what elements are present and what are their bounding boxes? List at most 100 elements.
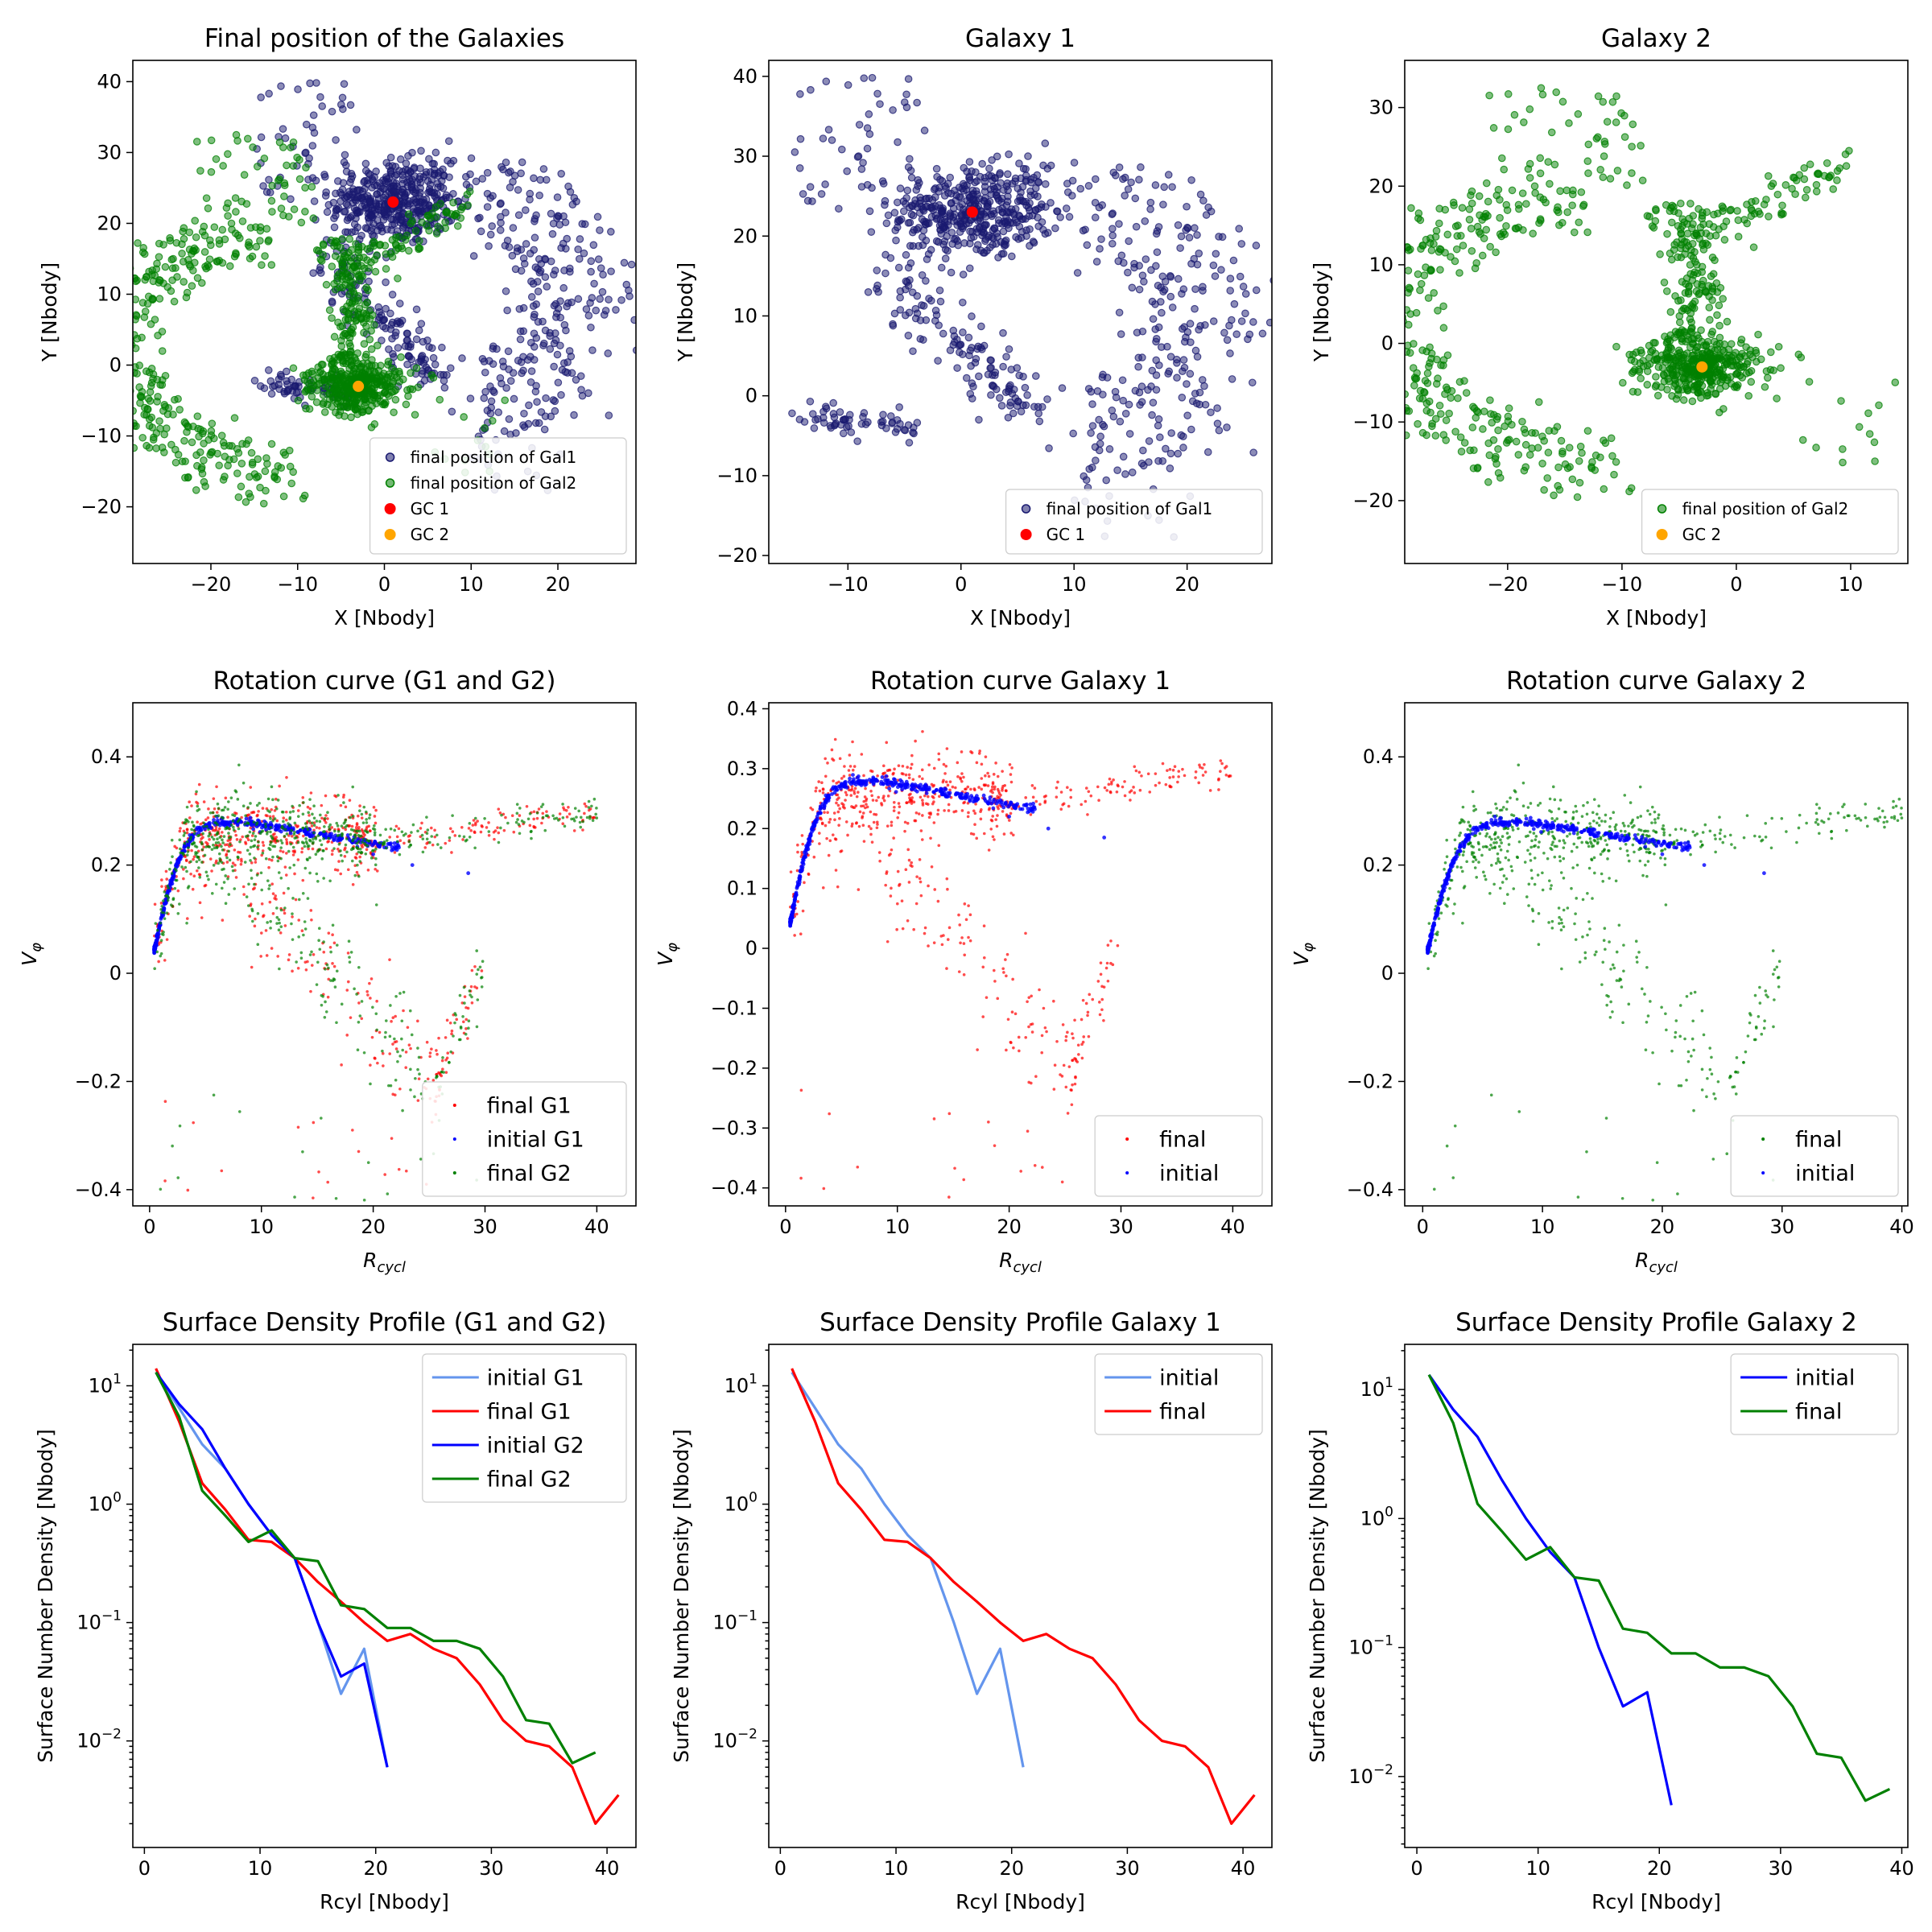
scatter-point — [542, 394, 550, 402]
scatter-point — [175, 846, 179, 850]
scatter-point — [182, 877, 185, 881]
scatter-point — [1397, 357, 1403, 364]
scatter-point — [522, 206, 530, 214]
scatter-point — [452, 209, 460, 218]
scatter-point — [155, 253, 163, 261]
x-tick-label: 20 — [546, 573, 571, 596]
scatter-point — [502, 287, 510, 295]
scatter-point — [1677, 244, 1685, 253]
scatter-point — [361, 204, 370, 213]
scatter-point — [306, 79, 314, 88]
scatter-point — [383, 390, 391, 398]
scatter-point — [986, 243, 994, 252]
scatter-point — [443, 370, 451, 379]
scatter-point — [463, 995, 467, 998]
scatter-point — [1152, 337, 1160, 346]
scatter-point — [266, 188, 275, 196]
scatter-point — [953, 364, 961, 372]
y-tick-label: 10 — [1368, 254, 1393, 276]
scatter-point — [483, 203, 492, 211]
scatter-point — [1199, 283, 1207, 291]
scatter-point — [842, 423, 851, 431]
scatter-point — [143, 299, 152, 308]
scatter-point — [367, 327, 375, 335]
scatter-point — [446, 364, 455, 373]
scatter-point — [1041, 180, 1050, 188]
scatter-point — [1157, 283, 1165, 291]
scatter-point — [440, 1074, 444, 1078]
scatter-point — [165, 877, 169, 881]
scatter-point — [500, 427, 509, 436]
scatter-point — [1465, 216, 1474, 224]
scatter-point — [1393, 323, 1400, 329]
scatter-point — [985, 164, 993, 173]
scatter-point — [404, 392, 412, 400]
legend-label: GC 1 — [411, 499, 450, 518]
scatter-point — [556, 313, 565, 322]
scatter-point — [1835, 164, 1843, 172]
scatter-point — [1712, 341, 1721, 349]
scatter-point — [122, 303, 128, 310]
scatter-point — [1689, 220, 1697, 229]
scatter-point — [1480, 407, 1488, 415]
scatter-point — [968, 312, 976, 320]
scatter-point — [1529, 229, 1537, 237]
scatter-point — [551, 407, 559, 415]
scatter-point — [1504, 90, 1513, 98]
scatter-point — [394, 275, 402, 283]
scatter-point — [1645, 353, 1653, 362]
scatter-point — [545, 810, 548, 813]
scatter-point — [1460, 377, 1468, 385]
scatter-point — [273, 809, 277, 812]
scatter-point — [1715, 333, 1724, 342]
scatter-point — [1053, 207, 1061, 216]
scatter-point — [304, 968, 308, 972]
scatter-point — [351, 1129, 354, 1132]
scatter-point — [962, 374, 971, 382]
scatter-point — [1147, 266, 1155, 275]
scatter-point — [285, 852, 288, 855]
scatter-point — [1468, 246, 1476, 255]
scatter-point — [940, 192, 949, 200]
scatter-point — [1386, 305, 1393, 312]
scatter-point — [1405, 403, 1410, 412]
scatter-point — [431, 148, 440, 157]
scatter-point — [1536, 154, 1545, 163]
scatter-point — [296, 824, 299, 828]
scatter-point — [927, 296, 935, 305]
scatter-point — [1839, 445, 1847, 453]
scatter-point — [1124, 268, 1132, 277]
scatter-point — [1578, 448, 1586, 457]
scatter-point — [480, 394, 489, 402]
scatter-point — [390, 1137, 394, 1140]
scatter-point — [287, 958, 291, 962]
scatter-point — [328, 370, 336, 379]
scatter-point — [164, 869, 168, 873]
scatter-point — [196, 448, 204, 456]
scatter-point — [997, 179, 1005, 188]
scatter-point — [1723, 317, 1732, 326]
scatter-point — [1167, 429, 1175, 437]
scatter-point — [1812, 188, 1821, 196]
scatter-point — [1504, 412, 1513, 421]
scatter-point — [583, 811, 586, 815]
scatter-point — [1543, 474, 1552, 482]
scatter-point — [570, 411, 578, 419]
scatter-point — [167, 255, 176, 264]
scatter-point — [489, 345, 497, 353]
scatter-point — [541, 273, 550, 282]
x-tick-label: 10 — [1839, 573, 1864, 596]
scatter-point — [301, 878, 305, 882]
scatter-point — [1435, 401, 1444, 410]
scatter-point — [1705, 303, 1714, 312]
scatter-point — [350, 824, 354, 828]
scatter-point — [423, 846, 427, 849]
scatter-point — [814, 415, 822, 423]
scatter-point — [192, 874, 196, 877]
scatter-point — [1522, 200, 1530, 208]
scatter-point — [467, 827, 471, 830]
scatter-point — [502, 384, 510, 392]
scatter-point — [1689, 212, 1698, 220]
scatter-point — [324, 200, 333, 209]
scatter-point — [1765, 213, 1773, 221]
